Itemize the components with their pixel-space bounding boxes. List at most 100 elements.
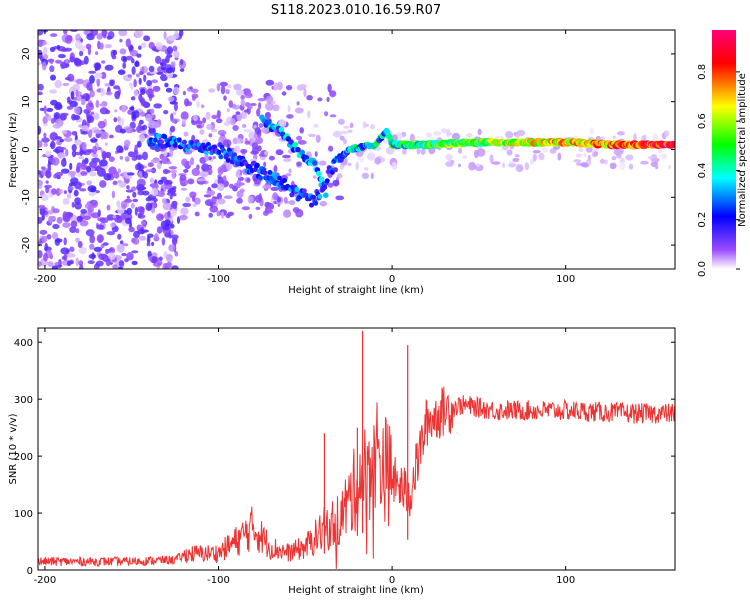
- spectrogram-ridge-cell: [316, 170, 322, 177]
- spectrogram-noise: [198, 180, 206, 184]
- spectrogram-noise: [45, 169, 52, 179]
- spectrogram-noise: [283, 209, 292, 218]
- spectrogram-noise: [137, 190, 144, 196]
- spectrogram-noise: [473, 149, 479, 159]
- spectrogram-noise: [111, 190, 115, 199]
- spectrogram-noise: [255, 206, 261, 210]
- spectrogram-noise: [124, 217, 132, 224]
- spectrogram-noise: [181, 118, 187, 125]
- spectrogram-noise: [201, 104, 205, 109]
- spectrogram-noise: [616, 131, 625, 136]
- spectrogram-noise: [74, 106, 81, 115]
- spectrogram-noise: [159, 61, 167, 67]
- spectrogram-noise: [337, 118, 345, 125]
- spectrogram-ridge-cell: [292, 141, 299, 148]
- spectrogram-noise: [200, 170, 209, 178]
- spectrogram-noise: [296, 135, 303, 141]
- spectrogram-noise: [288, 200, 296, 206]
- spectrogram-noise: [163, 110, 169, 115]
- spectrogram-noise: [100, 253, 107, 259]
- spectrogram-noise: [119, 128, 127, 134]
- spectrogram-ridge-cell: [266, 119, 272, 125]
- spectrogram-noise: [104, 142, 108, 146]
- spectrogram-noise: [592, 152, 597, 157]
- spectrogram-noise: [147, 93, 155, 98]
- spectrogram-ridge-cell: [162, 134, 168, 140]
- spectrogram-noise: [150, 188, 159, 197]
- spectrogram-noise: [161, 156, 168, 164]
- spectrogram-noise: [104, 44, 112, 49]
- spectrogram-noise: [514, 154, 520, 158]
- spectrogram-noise: [48, 209, 54, 215]
- spectrogram-noise: [582, 153, 588, 158]
- spectrogram-noise: [164, 82, 169, 88]
- spectrogram-noise: [75, 89, 79, 97]
- spectrogram-noise: [169, 148, 174, 158]
- spectrogram-noise: [78, 156, 85, 160]
- spectrogram-ridge-cell: [324, 178, 330, 184]
- spectrogram-noise: [468, 161, 476, 171]
- spectrogram-noise: [151, 79, 158, 84]
- spectrogram-noise: [74, 139, 83, 146]
- spectrogram-noise: [113, 85, 120, 90]
- spectrogram-noise: [339, 135, 345, 141]
- spectrogram-noise: [90, 186, 96, 193]
- spectrogram-noise: [227, 84, 232, 89]
- snr-xtick-label: -200: [34, 575, 57, 586]
- spectrogram-noise: [157, 179, 164, 185]
- spectrogram-noise: [297, 140, 307, 145]
- spectrogram-noise: [45, 113, 49, 117]
- spectrogram-noise: [136, 53, 142, 58]
- spectrogram-noise: [296, 161, 302, 167]
- spectrogram-noise: [109, 79, 115, 87]
- spectrogram-noise: [327, 182, 334, 188]
- spectrogram-heatmap: [38, 30, 675, 269]
- spectrogram-noise: [370, 124, 375, 130]
- spectrogram-noise: [50, 140, 56, 150]
- spectrogram-noise: [502, 162, 506, 168]
- spectrogram-noise: [165, 67, 173, 74]
- spectrogram-noise: [108, 247, 116, 254]
- spectrogram-noise: [253, 124, 257, 129]
- spectrogram-noise: [95, 99, 100, 108]
- spectrogram-noise: [505, 131, 514, 139]
- spectrogram-noise: [532, 153, 537, 162]
- spectrogram-noise: [192, 203, 197, 208]
- spectrogram-noise: [303, 88, 307, 98]
- spectrogram-noise: [116, 145, 124, 153]
- spectrogram-noise: [167, 35, 177, 41]
- spectrogram-noise: [197, 178, 206, 182]
- spectrogram-noise: [66, 97, 71, 102]
- spectrogram-noise: [191, 167, 200, 177]
- spectrogram-noise: [231, 105, 241, 110]
- spectrogram-noise: [256, 108, 261, 117]
- spectrogram-noise: [114, 215, 123, 223]
- spectrogram-noise: [142, 101, 150, 108]
- colorbar-gradient: [712, 30, 736, 269]
- spectrogram-noise: [180, 187, 188, 191]
- spectrogram-noise: [112, 264, 118, 269]
- spectrogram-noise: [86, 180, 92, 186]
- spectrogram-noise: [179, 175, 187, 181]
- spectrogram-noise: [441, 128, 447, 134]
- spectrogram-noise: [55, 59, 62, 64]
- spectrogram-noise: [80, 131, 89, 135]
- spectrogram-noise: [208, 133, 213, 138]
- spectrogram-noise: [235, 88, 244, 96]
- spectrogram-noise: [640, 160, 649, 165]
- spectrogram-noise: [183, 131, 189, 137]
- spectrogram-noise: [307, 110, 311, 119]
- spectrogram-noise: [217, 183, 225, 192]
- spectrogram-noise: [270, 186, 280, 191]
- spectrogram-noise: [237, 169, 241, 177]
- spectrogram-noise: [150, 108, 155, 115]
- spectrogram-noise: [512, 157, 520, 162]
- spectrogram-noise: [75, 257, 80, 267]
- spectrogram-noise: [138, 77, 142, 85]
- spectrogram-noise: [128, 226, 135, 233]
- spectrogram-noise: [203, 194, 212, 198]
- spectrogram-ridge-cell: [258, 175, 263, 181]
- spectrogram-noise: [361, 172, 369, 179]
- spectrogram-noise: [273, 82, 279, 91]
- spectrogram-noise: [298, 84, 308, 89]
